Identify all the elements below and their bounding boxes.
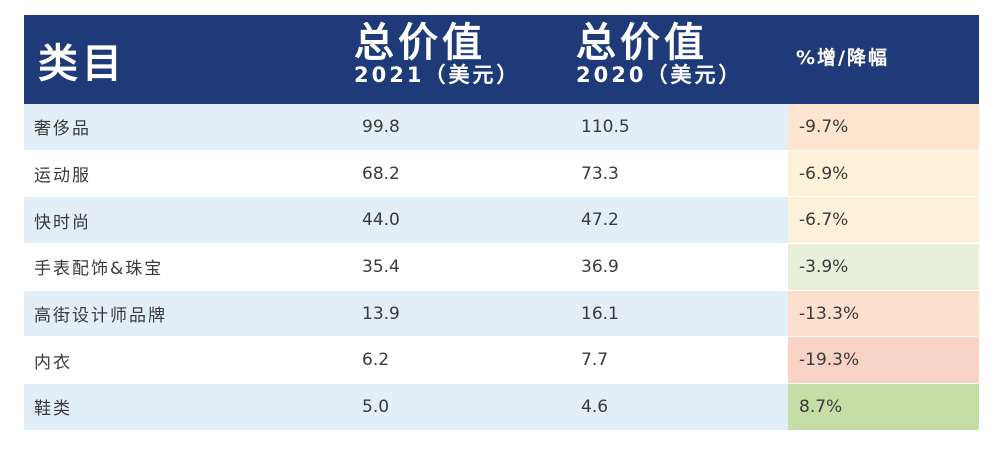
category-cell: 高街设计师品牌 [34, 306, 167, 327]
value-2020-cell: 4.6 [581, 396, 609, 417]
category-cell: 快时尚 [34, 212, 91, 233]
table-row: 奢侈品 99.8 110.5 -9.7% [24, 104, 979, 151]
value-2020-cell: 7.7 [581, 350, 609, 371]
table-row: 内衣 6.2 7.7 -19.3% [24, 337, 979, 385]
table-header: 类目 总价值 2021（美元） 总价值 2020（美元） %增/降幅 [24, 15, 979, 104]
pct-change-cell: -9.7% [788, 104, 979, 150]
table-row: 运动服 68.2 73.3 -6.9% [24, 150, 979, 198]
table-row: 高街设计师品牌 13.9 16.1 -13.3% [24, 290, 979, 338]
value-2020-cell: 36.9 [581, 256, 619, 277]
value-2020-cell: 47.2 [581, 210, 619, 231]
category-cell: 奢侈品 [34, 119, 91, 140]
value-2020-cell: 73.3 [581, 163, 619, 184]
value-2021-cell: 6.2 [362, 350, 390, 371]
category-cell: 内衣 [34, 352, 72, 373]
value-2020-cell: 16.1 [581, 303, 619, 324]
table-body: 奢侈品 99.8 110.5 -9.7% 运动服 68.2 73.3 -6.9% 快时尚 44.0… [24, 104, 979, 431]
value-2021-cell: 44.0 [362, 210, 400, 231]
category-cell: 手表配饰&珠宝 [34, 259, 164, 280]
header-2020: 总价值 2020（美元） [576, 23, 742, 86]
pct-change-cell: -19.3% [788, 337, 979, 384]
header-pct-change: %增/降幅 [796, 47, 889, 69]
header-2020-unit: 2020（美元） [576, 63, 743, 87]
category-cell: 运动服 [34, 166, 91, 187]
header-2020-title: 总价值 [576, 20, 708, 66]
pct-change-cell: -6.7% [788, 197, 979, 244]
value-2021-cell: 13.9 [362, 303, 400, 324]
category-cell: 鞋类 [34, 399, 72, 420]
header-2021-title: 总价值 [354, 20, 486, 66]
value-2021-cell: 68.2 [362, 163, 400, 184]
value-2021-cell: 99.8 [362, 116, 400, 137]
value-2020-cell: 110.5 [581, 116, 630, 137]
table-row: 快时尚 44.0 47.2 -6.7% [24, 197, 979, 245]
pct-change-cell: -13.3% [788, 290, 979, 337]
header-2021: 总价值 2021（美元） [354, 23, 520, 86]
value-2021-cell: 5.0 [362, 396, 390, 417]
table-row: 鞋类 5.0 4.6 8.7% [24, 384, 979, 431]
pct-change-cell: -3.9% [788, 244, 979, 290]
data-table: 类目 总价值 2021（美元） 总价值 2020（美元） %增/降幅 奢侈品 99… [24, 15, 979, 431]
table-row: 手表配饰&珠宝 35.4 36.9 -3.9% [24, 244, 979, 291]
pct-change-cell: -6.9% [788, 150, 979, 197]
value-2021-cell: 35.4 [362, 256, 400, 277]
header-2021-unit: 2021（美元） [354, 63, 521, 87]
pct-change-cell: 8.7% [788, 384, 979, 430]
header-category: 类目 [38, 41, 126, 87]
